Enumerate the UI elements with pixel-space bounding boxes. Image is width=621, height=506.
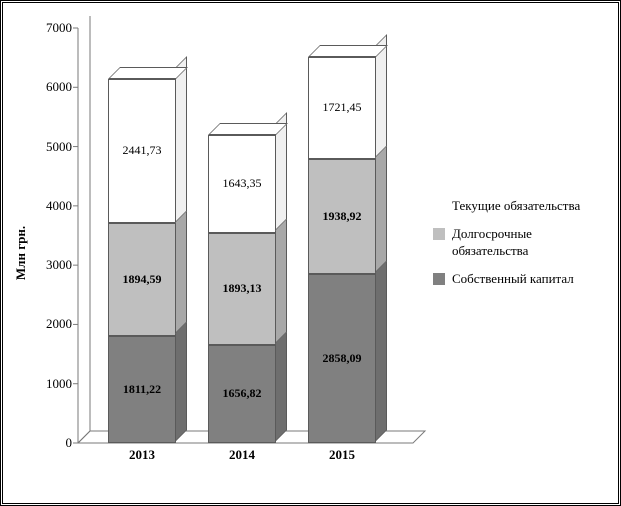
bar-segment-equity: 1811,22 — [108, 336, 176, 443]
legend-item-equity: Собственный капитал — [433, 271, 607, 287]
y-tick-label: 0 — [66, 435, 79, 451]
bar: 2858,09 1938,92 1721,45 — [308, 28, 376, 443]
bar-segment-longterm: 1894,59 — [108, 223, 176, 335]
legend-label: Долгосрочные обязательства — [452, 226, 607, 259]
bar: 1656,82 1893,13 1643,35 — [208, 28, 276, 443]
legend-item-longterm: Долгосрочные обязательства — [433, 226, 607, 259]
bar-top-face — [108, 67, 188, 79]
legend-swatch — [433, 273, 445, 285]
y-tick-label: 5000 — [46, 139, 78, 155]
y-tick-label: 2000 — [46, 316, 78, 332]
legend: Текущие обязательства Долгосрочные обязат… — [433, 198, 607, 299]
value-label: 1894,59 — [123, 272, 162, 287]
y-tick-label: 6000 — [46, 79, 78, 95]
value-label: 2858,09 — [323, 351, 362, 366]
chart-frame: Млн грн. 01000200030004000500060007000 1… — [0, 0, 621, 506]
legend-swatch — [433, 228, 445, 240]
bar-segment-equity: 1656,82 — [208, 345, 276, 443]
legend-label: Текущие обязательства — [452, 198, 580, 214]
bar-top-face — [308, 45, 388, 57]
bar-top-face — [208, 123, 288, 135]
value-label: 2441,73 — [123, 143, 162, 158]
value-label: 1938,92 — [323, 209, 362, 224]
value-label: 1643,35 — [223, 176, 262, 191]
bar-segment-longterm: 1893,13 — [208, 233, 276, 345]
bar-segment-equity: 2858,09 — [308, 274, 376, 443]
value-label: 1811,22 — [123, 382, 161, 397]
bar: 1811,22 1894,59 2441,73 — [108, 28, 176, 443]
y-tick-label: 7000 — [46, 20, 78, 36]
y-axis-title: Млн грн. — [13, 226, 29, 280]
value-label: 1721,45 — [323, 100, 362, 115]
value-label: 1893,13 — [223, 281, 262, 296]
bar-segment-longterm: 1938,92 — [308, 159, 376, 274]
bar-segment-current: 1721,45 — [308, 57, 376, 159]
legend-label: Собственный капитал — [452, 271, 574, 287]
value-label: 1656,82 — [223, 386, 262, 401]
legend-swatch — [433, 200, 445, 212]
y-tick-label: 3000 — [46, 257, 78, 273]
x-category-label: 2013 — [129, 443, 155, 463]
x-category-label: 2015 — [329, 443, 355, 463]
y-tick-label: 4000 — [46, 198, 78, 214]
legend-item-current: Текущие обязательства — [433, 198, 607, 214]
bar-segment-current: 2441,73 — [108, 79, 176, 224]
y-tick-label: 1000 — [46, 376, 78, 392]
chart-plot-area: 01000200030004000500060007000 1811,22189… — [78, 28, 413, 443]
x-category-label: 2014 — [229, 443, 255, 463]
bar-segment-current: 1643,35 — [208, 135, 276, 232]
